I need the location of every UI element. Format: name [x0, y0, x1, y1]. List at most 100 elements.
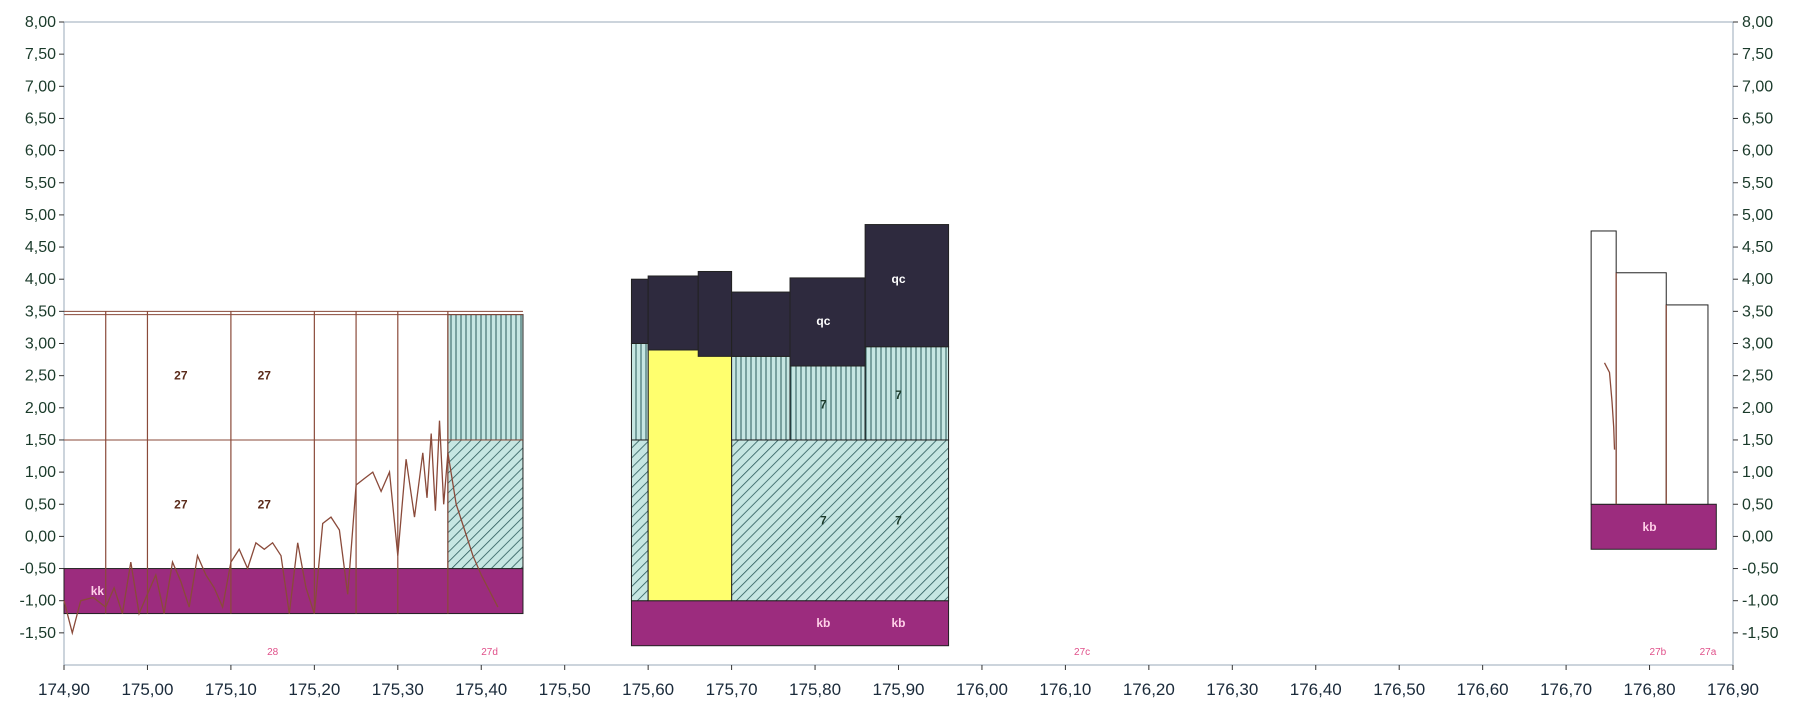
block-diag	[731, 439, 950, 602]
axes: 8,00 8,00 7,50 7,50 7,00 7,00 6,50 6,50 6,00 6,00…	[20, 14, 1779, 699]
y-tick-label-right: 5,50	[1742, 175, 1773, 192]
y-tick-label: 7,50	[25, 46, 56, 63]
segment-label: qc	[816, 314, 830, 328]
layer-blocks	[63, 224, 1717, 647]
x-tick-label: 176,40	[1290, 680, 1342, 699]
segment-label: 27	[258, 497, 272, 511]
x-tick-label: 176,50	[1373, 680, 1425, 699]
y-tick-label: 3,00	[25, 336, 56, 353]
x-tick-label: 176,60	[1457, 680, 1509, 699]
x-tick-label: 175,00	[121, 680, 173, 699]
y-tick-label-right: 2,00	[1742, 400, 1773, 417]
section-label: 27c	[1074, 647, 1090, 658]
y-tick-label-right: 4,00	[1742, 271, 1773, 288]
x-tick-label: 176,20	[1123, 680, 1175, 699]
series-line	[63, 420, 499, 636]
y-tick-label: 5,50	[25, 175, 56, 192]
y-tick-label-right: 0,00	[1742, 528, 1773, 545]
x-tick-label: 175,70	[706, 680, 758, 699]
y-tick-label-right: 3,50	[1742, 303, 1773, 320]
segment-label: kb	[1643, 520, 1657, 534]
y-tick-label-right: 0,50	[1742, 496, 1773, 513]
block-empty	[1590, 230, 1617, 505]
y-tick-label-right: 4,50	[1742, 239, 1773, 256]
block-vert	[864, 346, 950, 441]
x-tick-label: 176,70	[1540, 680, 1592, 699]
series-line-2	[1603, 362, 1616, 450]
x-tick-label: 175,10	[205, 680, 257, 699]
block-kb	[630, 600, 950, 647]
block-qc	[864, 224, 950, 348]
y-tick-label-right: 1,00	[1742, 464, 1773, 481]
y-tick-label-right: 7,00	[1742, 78, 1773, 95]
block-qc	[731, 291, 791, 357]
segment-label: 7	[820, 513, 827, 527]
y-tick-label: 8,00	[25, 14, 56, 31]
y-tick-label-right: 2,50	[1742, 368, 1773, 385]
y-tick-label: 6,50	[25, 110, 56, 127]
y-tick-label: 6,00	[25, 143, 56, 160]
y-tick-label: -1,50	[20, 625, 57, 642]
block-qc	[630, 278, 649, 345]
y-tick-label: 1,50	[25, 432, 56, 449]
y-tick-label-right: 6,50	[1742, 110, 1773, 127]
block-vert	[447, 314, 524, 441]
block-diag	[630, 439, 649, 602]
y-tick-label: 1,00	[25, 464, 56, 481]
section-label: 28	[267, 647, 279, 658]
y-tick-label-right: -1,00	[1742, 593, 1779, 610]
segment-label: 7	[895, 513, 902, 527]
x-tick-label: 175,50	[539, 680, 591, 699]
x-tick-label: 175,90	[873, 680, 925, 699]
y-tick-label-right: 5,00	[1742, 207, 1773, 224]
y-tick-label-right: 6,00	[1742, 143, 1773, 160]
x-tick-label: 174,90	[38, 680, 90, 699]
segment-label: 27	[174, 497, 188, 511]
y-tick-label-right: 3,00	[1742, 336, 1773, 353]
y-tick-label: -1,00	[20, 593, 57, 610]
y-tick-label: 2,00	[25, 400, 56, 417]
y-tick-label: 0,00	[25, 528, 56, 545]
section-label: 27b	[1650, 647, 1667, 658]
segment-label: kb	[891, 616, 905, 630]
y-tick-label-right: 1,50	[1742, 432, 1773, 449]
section-label: 27a	[1700, 647, 1717, 658]
segment-label: kb	[816, 616, 830, 630]
segment-label: qc	[891, 272, 905, 286]
y-tick-label: 7,00	[25, 78, 56, 95]
y-tick-label: -0,50	[20, 561, 57, 578]
y-tick-label: 0,50	[25, 496, 56, 513]
x-tick-label: 175,20	[288, 680, 340, 699]
grid-lines	[64, 272, 1667, 614]
block-diag	[447, 439, 524, 570]
y-tick-label: 3,50	[25, 303, 56, 320]
block-vert	[731, 355, 791, 441]
x-tick-label: 175,40	[455, 680, 507, 699]
x-tick-label: 176,00	[956, 680, 1008, 699]
section-label: 27d	[481, 647, 498, 658]
penetration-curve	[63, 362, 1616, 636]
block-kb	[1590, 503, 1717, 550]
block-empty	[1665, 304, 1709, 505]
x-tick-label: 175,30	[372, 680, 424, 699]
x-tick-label: 176,30	[1206, 680, 1258, 699]
segment-label: 7	[895, 388, 902, 402]
block-empty	[1615, 272, 1667, 505]
segment-label: 27	[174, 369, 188, 383]
block-yellow	[647, 349, 733, 602]
y-tick-label: 5,00	[25, 207, 56, 224]
segment-labels: kk 27 27 27 27 qc qc 7 7 7 7 kb kb kb 28 27d 27c 27b 27a	[91, 272, 1717, 658]
x-tick-label: 176,10	[1039, 680, 1091, 699]
y-tick-label-right: -0,50	[1742, 561, 1779, 578]
segment-label: 7	[820, 398, 827, 412]
block-qc	[697, 270, 733, 357]
segment-label: kk	[91, 584, 105, 598]
x-tick-label: 176,80	[1624, 680, 1676, 699]
y-tick-label: 4,50	[25, 239, 56, 256]
y-tick-label: 2,50	[25, 368, 56, 385]
x-tick-label: 175,80	[789, 680, 841, 699]
segment-label: 27	[258, 369, 272, 383]
y-tick-label-right: 8,00	[1742, 14, 1773, 31]
block-qc	[789, 277, 866, 367]
